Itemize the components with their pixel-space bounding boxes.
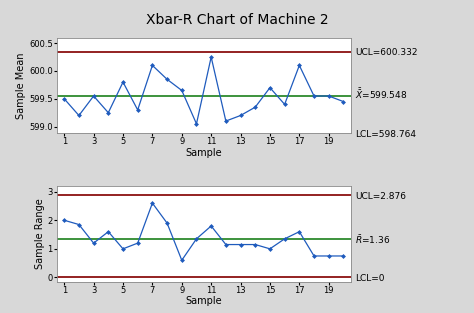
X-axis label: Sample: Sample [185, 296, 222, 306]
Y-axis label: Sample Mean: Sample Mean [16, 52, 26, 119]
Y-axis label: Sample Range: Sample Range [35, 198, 45, 269]
Text: Xbar-R Chart of Machine 2: Xbar-R Chart of Machine 2 [146, 13, 328, 27]
X-axis label: Sample: Sample [185, 148, 222, 158]
